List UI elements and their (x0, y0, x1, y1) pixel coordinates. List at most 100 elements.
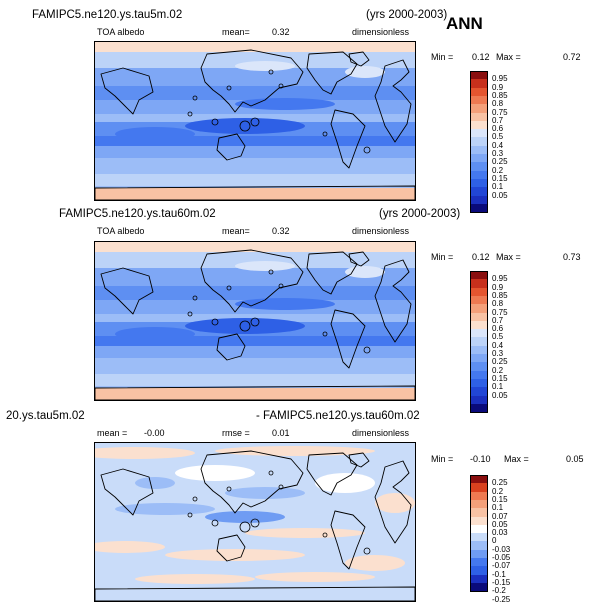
colorbar-swatch (470, 187, 488, 196)
colorbar-tick-label: 0.85 (492, 90, 508, 100)
panel3-min-value: -0.10 (470, 454, 491, 464)
panel3-max-value: 0.05 (566, 454, 584, 464)
colorbar-swatch (470, 516, 488, 526)
colorbar-tick-label: 0.05 (492, 390, 508, 400)
colorbar-tick-label: 0.15 (492, 373, 508, 383)
island-outline (322, 532, 328, 538)
panel2-title: FAMIPC5.ne120.ys.tau60m.02 (59, 208, 216, 220)
panel2-min-value: 0.12 (472, 252, 490, 262)
colorbar-swatch (470, 104, 488, 113)
panel3-map (94, 442, 416, 602)
field-blob (205, 511, 285, 523)
colorbar-tick-label: 0.8 (492, 299, 504, 309)
island-outline (268, 69, 274, 75)
island-outline (192, 295, 198, 301)
colorbar-swatch (470, 170, 488, 180)
field-blob (235, 298, 335, 310)
colorbar-tick-label: 0.03 (492, 528, 508, 538)
colorbar-tick-label: 0.5 (492, 332, 504, 342)
colorbar-tick-label: 0 (492, 536, 497, 546)
panel3-map-plot (95, 443, 415, 601)
colorbar-swatch (470, 71, 488, 80)
panel1-variable: TOA albedo (97, 27, 145, 37)
field-band (95, 158, 415, 174)
antarctic-field (95, 188, 415, 200)
continent-outline (95, 385, 415, 400)
continent-outline (100, 67, 154, 115)
colorbar-tick-label: 0.15 (492, 494, 508, 504)
colorbar-tick-label: 0.75 (492, 307, 508, 317)
panel2-map (94, 241, 416, 401)
island-outline (239, 120, 251, 132)
colorbar-swatch (470, 304, 488, 313)
colorbar-swatch (470, 137, 488, 147)
colorbar-tick-label: -0.2 (492, 586, 506, 596)
colorbar-swatch (470, 320, 488, 330)
panel3-rmse-value: 0.01 (272, 428, 290, 438)
field-band (95, 286, 415, 300)
panel1-title: FAMIPC5.ne120.ys.tau5m.02 (32, 9, 183, 21)
colorbar-swatch (470, 574, 488, 584)
panel1-mean-label: mean= (222, 27, 250, 37)
colorbar-swatch (470, 354, 488, 363)
panel2-colorbar: 0.95 0.9 0.85 0.8 0.75 0.7 0.6 0.5 0.4 0.3 0.25 0.2… (470, 271, 530, 413)
continent-outline (348, 452, 370, 468)
panel3-title-right: - FAMIPC5.ne120.ys.tau60m.02 (256, 410, 420, 422)
panel2-units: dimensionless (352, 226, 410, 236)
colorbar-swatch (470, 287, 488, 297)
field-band (95, 268, 415, 286)
panel3-mean-value: -0.00 (144, 428, 165, 438)
field-band (95, 242, 415, 252)
colorbar-swatch (470, 95, 488, 105)
colorbar-swatch (470, 154, 488, 163)
continent-outline (100, 267, 154, 315)
field-band (95, 358, 415, 374)
field-blob (235, 261, 295, 271)
field-band (95, 86, 415, 100)
panel2-mean-value: 0.32 (272, 226, 290, 236)
panel2-years: (yrs 2000-2003) (379, 208, 461, 220)
field-band (95, 252, 415, 268)
island-outline (211, 318, 219, 326)
island-outline (278, 484, 284, 490)
field-band (95, 52, 415, 68)
colorbar-swatch (470, 271, 488, 280)
colorbar-tick-label: 0.2 (492, 165, 504, 175)
island-outline (192, 95, 198, 101)
colorbar-tick-label: 0.5 (492, 132, 504, 142)
panel2-min-label: Min = (431, 252, 454, 262)
field-blob (235, 61, 295, 71)
panel1-years: (yrs 2000-2003) (366, 9, 448, 21)
colorbar-tick-label: 0.9 (492, 82, 504, 92)
continent-outline (330, 109, 366, 169)
colorbar-tick-label: 0.3 (492, 149, 504, 158)
continent-outline (374, 59, 412, 143)
continent-outline (216, 133, 246, 161)
island-outline (211, 118, 219, 126)
colorbar-tick-label: 0.85 (492, 290, 508, 300)
colorbar-swatch (470, 491, 488, 501)
field-band (95, 68, 415, 86)
field-band (95, 346, 415, 358)
colorbar-swatch (470, 362, 488, 372)
colorbar-tick-label: -0.07 (492, 561, 511, 571)
panel2-map-plot (95, 242, 415, 400)
island-outline (187, 512, 193, 518)
field-band (95, 336, 415, 346)
colorbar-tick-label: 0.25 (492, 157, 508, 167)
colorbar-tick-label: 0.95 (492, 274, 508, 284)
island-outline (187, 311, 193, 317)
colorbar-swatch (470, 370, 488, 380)
colorbar-swatch (470, 475, 488, 484)
continent-outline (348, 251, 370, 267)
island-outline (250, 518, 260, 528)
colorbar-swatch (470, 312, 488, 322)
colorbar-tick-label: 0.05 (492, 190, 508, 200)
colorbar-swatch (470, 129, 488, 138)
colorbar-tick-label: 0.6 (492, 124, 504, 134)
continent-outline (200, 49, 304, 113)
colorbar-tick-label: 0.25 (492, 357, 508, 367)
continent-outline (95, 185, 415, 200)
antarctic-field (95, 589, 415, 601)
field-blob (345, 66, 385, 78)
